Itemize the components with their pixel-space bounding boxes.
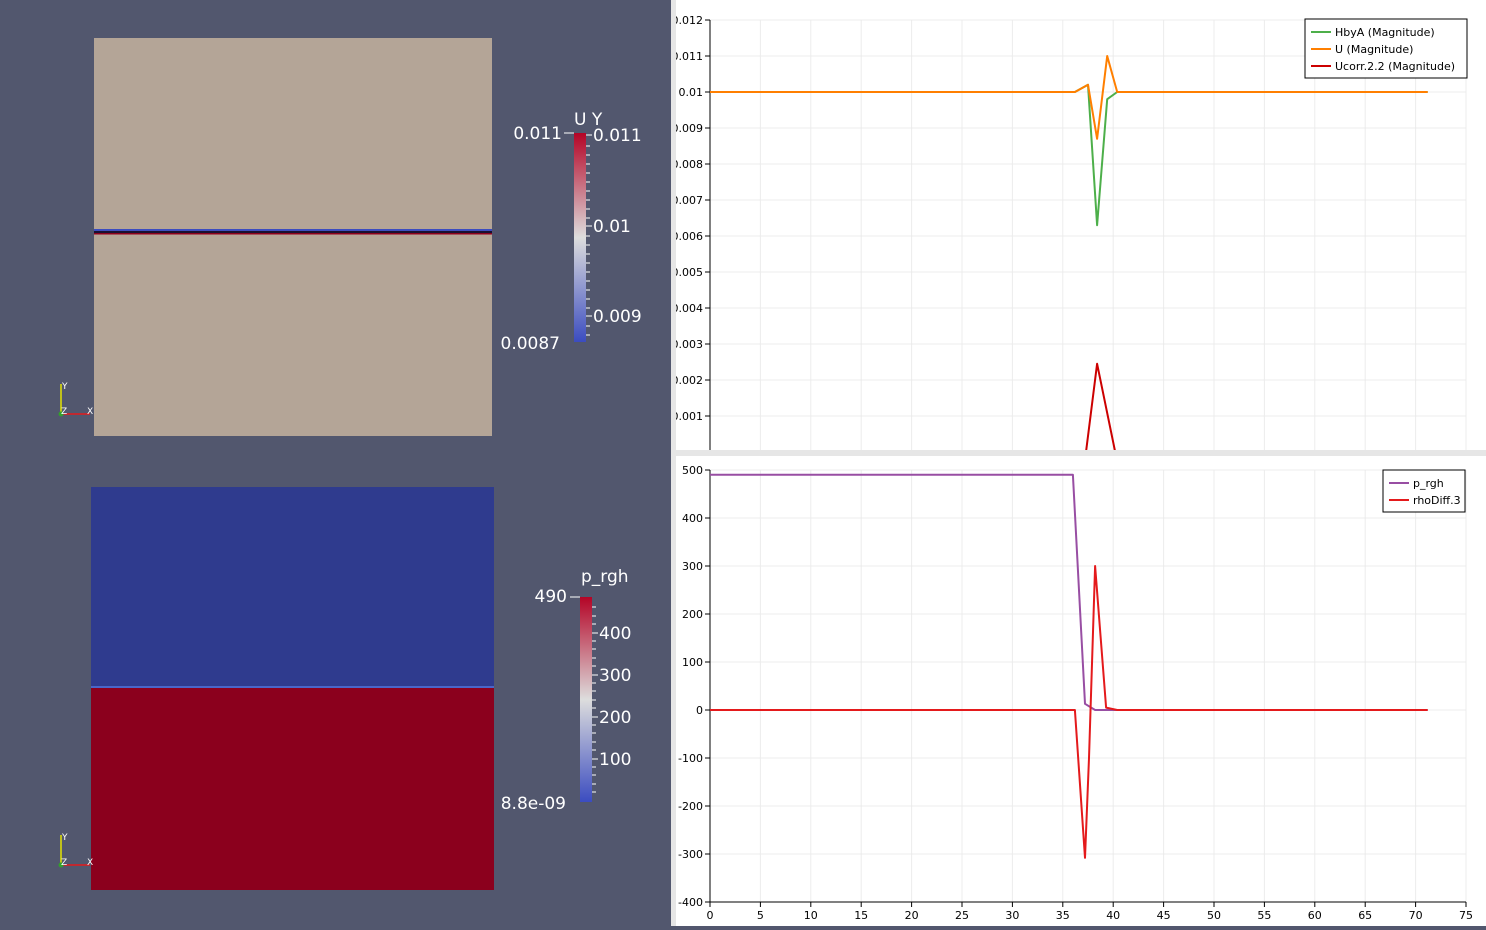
u-colorbar-tick-label: 0.011 — [593, 126, 642, 146]
x-tick-label: 45 — [1157, 909, 1171, 922]
axis-label-x: X — [87, 407, 93, 417]
p-lower-region — [91, 688, 494, 890]
x-tick-label: 65 — [1358, 909, 1372, 922]
x-tick-label: 30 — [1005, 909, 1019, 922]
view-splitter-vertical[interactable] — [671, 0, 676, 926]
u-colorbar-tick-label: 0.009 — [593, 307, 642, 327]
axis-label-z: Z — [61, 858, 67, 868]
legend-label: rhoDiff.3 — [1413, 494, 1461, 507]
y-tick-label: 0.001 — [676, 410, 703, 423]
y-tick-label: -200 — [678, 800, 703, 813]
plot-area — [710, 55, 1428, 450]
u-interface-band — [94, 229, 492, 231]
axis-label-x: X — [87, 858, 93, 868]
u-interface-band-red — [94, 233, 492, 235]
x-tick-label: 75 — [1459, 909, 1473, 922]
x-tick-label: 25 — [955, 909, 969, 922]
p-colorbar-title: p_rgh — [581, 567, 629, 587]
u-colorbar-major-ticks — [564, 132, 592, 317]
view-splitter-horizontal[interactable] — [676, 450, 1486, 456]
y-tick-label: -300 — [678, 848, 703, 861]
legend-box — [1304, 18, 1468, 79]
u-interface-band-dark — [94, 231, 492, 233]
series-line-u-magnitude — [710, 55, 1428, 140]
series-line-hbya-magnitude — [710, 83, 1428, 227]
line-chart-velocity[interactable]: 0.001 0.002 0.003 0.004 0.005 0.006 0.007 0.008… — [676, 0, 1486, 450]
y-tick-label: 0.007 — [676, 194, 703, 207]
series-line-p-rgh — [710, 473, 1428, 711]
y-tick-label: -100 — [678, 752, 703, 765]
x-tick-label: 60 — [1308, 909, 1322, 922]
chart-legend: HbyA (Magnitude) U (Magnitude) Ucorr.2.2 (… — [1304, 18, 1468, 79]
legend-box — [1382, 469, 1466, 513]
axis-label-y: Y — [61, 833, 68, 843]
y-tick-label: 0.009 — [676, 122, 703, 135]
y-tick-label: 300 — [682, 560, 703, 573]
render-view-u-canvas: U Y 0.011 0.0087 0.011 0.01 0.009 Y Z X — [58, 38, 642, 436]
p-colorbar-tick-label: 400 — [599, 624, 631, 644]
y-tick-label: 0.004 — [676, 302, 703, 315]
y-tick-label: 200 — [682, 608, 703, 621]
y-tick-label: -400 — [678, 896, 703, 909]
orientation-axes: Y Z X — [58, 382, 93, 417]
u-colorbar-tick-label: 0.01 — [593, 217, 631, 237]
u-colorbar — [574, 133, 586, 342]
p-colorbar-minor-ticks — [592, 606, 596, 793]
y-tick-label: 500 — [682, 464, 703, 477]
legend-label: Ucorr.2.2 (Magnitude) — [1335, 60, 1455, 73]
u-colorbar-max-label: 0.011 — [513, 124, 562, 144]
legend-label: HbyA (Magnitude) — [1335, 26, 1435, 39]
chart-legend: p_rgh rhoDiff.3 — [1382, 469, 1466, 513]
y-tick-label: 0.006 — [676, 230, 703, 243]
series-line-rhodiff-3 — [710, 565, 1428, 859]
x-tick-label: 70 — [1409, 909, 1423, 922]
u-field-slice — [94, 38, 492, 436]
p-interface-band — [91, 686, 494, 688]
axis-label-y: Y — [61, 382, 68, 392]
legend-label: p_rgh — [1413, 477, 1444, 490]
render-view-p[interactable]: p_rgh 490 8.8e-09 400 300 200 100 Y Z X — [0, 452, 671, 926]
u-colorbar-minor-ticks — [586, 145, 590, 336]
y-tick-label: 0 — [696, 704, 703, 717]
y-tick-label: 0.012 — [676, 14, 703, 27]
y-tick-label: 0.003 — [676, 338, 703, 351]
orientation-axes: Y Z X — [58, 833, 93, 868]
y-tick-label: 400 — [682, 512, 703, 525]
y-tick-label: 0.008 — [676, 158, 703, 171]
axis-label-z: Z — [61, 407, 67, 417]
x-tick-label: 20 — [905, 909, 919, 922]
line-chart-pressure[interactable]: -400 -300 -200 -100 0 100 200 300 400 500 0 5 10 15 20… — [676, 456, 1486, 926]
y-tick-label: 100 — [682, 656, 703, 669]
render-view-u[interactable]: U Y 0.011 0.0087 0.011 0.01 0.009 Y Z X — [0, 0, 671, 452]
x-tick-label: 0 — [707, 909, 714, 922]
u-colorbar-min-label: 0.0087 — [501, 334, 560, 354]
x-tick-label: 10 — [804, 909, 818, 922]
u-colorbar-title: U Y — [574, 110, 603, 130]
p-colorbar-max-label: 490 — [535, 587, 567, 607]
x-tick-label: 55 — [1257, 909, 1271, 922]
plot-area — [710, 473, 1428, 859]
p-colorbar-tick-label: 200 — [599, 708, 631, 728]
p-colorbar-tick-label: 100 — [599, 750, 631, 770]
legend-label: U (Magnitude) — [1335, 43, 1413, 56]
line-chart-pressure-canvas: -400 -300 -200 -100 0 100 200 300 400 500 0 5 10 15 20… — [678, 464, 1473, 922]
x-tick-label: 5 — [757, 909, 764, 922]
x-tick-label: 50 — [1207, 909, 1221, 922]
p-colorbar-min-label: 8.8e-09 — [501, 794, 566, 814]
series-line-ucorr-2-2-magnitude — [1085, 362, 1116, 450]
p-colorbar — [580, 597, 592, 802]
y-tick-label: 0.005 — [676, 266, 703, 279]
y-tick-label: 0.002 — [676, 374, 703, 387]
x-tick-label: 35 — [1056, 909, 1070, 922]
p-upper-region — [91, 487, 494, 688]
p-colorbar-major-ticks — [570, 596, 598, 760]
render-view-p-canvas: p_rgh 490 8.8e-09 400 300 200 100 Y Z X — [58, 487, 631, 890]
p-colorbar-tick-label: 300 — [599, 666, 631, 686]
y-tick-label: 0.011 — [676, 50, 703, 63]
line-chart-velocity-canvas: 0.001 0.002 0.003 0.004 0.005 0.006 0.007 0.008… — [676, 14, 1468, 450]
y-tick-label: 0.01 — [679, 86, 704, 99]
x-tick-label: 40 — [1106, 909, 1120, 922]
x-tick-label: 15 — [854, 909, 868, 922]
